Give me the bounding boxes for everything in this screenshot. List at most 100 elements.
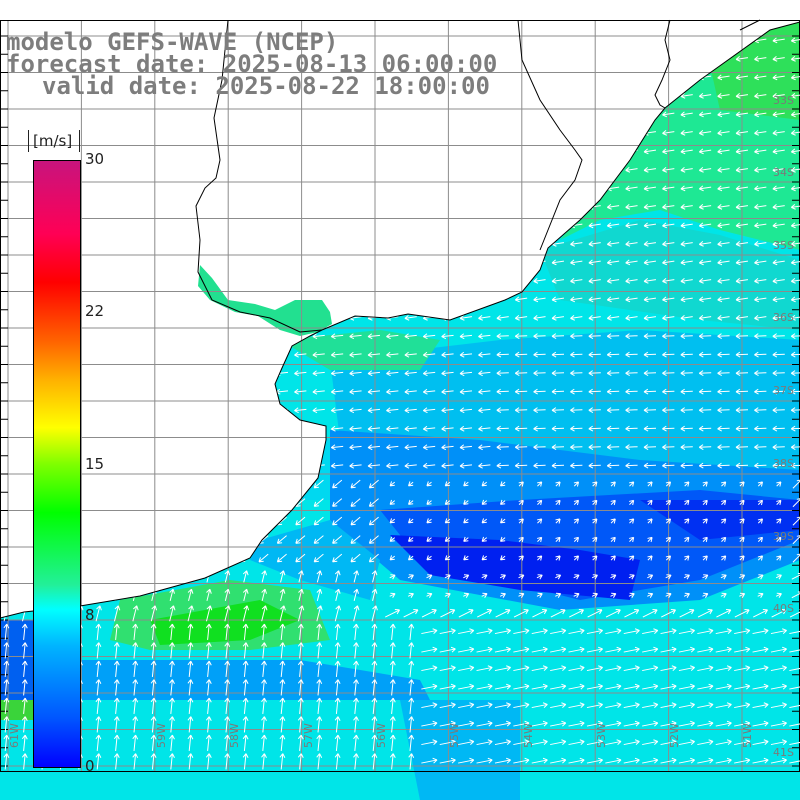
- wind-arrow: [790, 166, 800, 173]
- wind-arrow: [496, 444, 509, 451]
- wind-arrow: [110, 185, 123, 192]
- wind-arrow: [221, 516, 232, 526]
- wind-arrow: [238, 314, 252, 321]
- wind-arrow: [588, 333, 601, 340]
- wind-arrow: [150, 623, 157, 641]
- lon-label: 54W: [522, 723, 535, 748]
- wind-arrow: [481, 592, 488, 598]
- wind-arrow: [389, 574, 396, 580]
- wind-arrow: [680, 277, 693, 284]
- wind-arrow: [422, 388, 436, 395]
- wind-arrow: [404, 351, 417, 358]
- wind-arrow: [440, 608, 456, 618]
- lon-label: 53W: [595, 723, 608, 748]
- wind-arrow: [531, 720, 548, 727]
- wind-arrow: [353, 642, 359, 659]
- wind-arrow: [662, 425, 675, 432]
- wind-arrow: [242, 642, 249, 659]
- wind-arrow: [146, 407, 160, 414]
- wind-arrow: [735, 222, 749, 229]
- wind-arrow: [680, 370, 693, 377]
- wind-arrow: [496, 370, 509, 377]
- wind-arrow: [478, 240, 491, 247]
- wind-arrow: [478, 37, 491, 44]
- wind-arrow: [551, 425, 565, 432]
- wind-arrow: [111, 553, 122, 563]
- lat-label: 34S: [773, 166, 794, 179]
- wind-arrow: [165, 203, 178, 210]
- wind-arrow: [514, 222, 528, 229]
- wind-arrow: [183, 111, 197, 118]
- wind-arrow: [220, 425, 233, 432]
- wind-arrow: [610, 555, 616, 561]
- wind-arrow: [371, 642, 378, 659]
- wind-arrow: [297, 660, 304, 678]
- wind-arrow: [531, 646, 548, 653]
- wind-arrow: [514, 240, 528, 247]
- wind-arrow: [238, 444, 252, 451]
- wind-arrow: [568, 646, 585, 653]
- wind-arrow: [386, 203, 399, 210]
- wind-arrow: [349, 296, 362, 303]
- wind-arrow: [478, 388, 491, 395]
- wind-arrow: [678, 628, 695, 635]
- wind-arrow: [625, 277, 638, 284]
- wind-arrow: [257, 370, 270, 377]
- wind-arrow: [183, 333, 197, 340]
- wind-arrow: [551, 444, 565, 451]
- wind-arrow: [459, 185, 473, 192]
- wind-arrow: [514, 203, 528, 210]
- wind-arrow: [660, 683, 677, 690]
- wind-arrow: [444, 592, 451, 598]
- wind-arrow: [276, 535, 287, 544]
- wind-arrow: [586, 702, 603, 709]
- wind-arrow: [257, 111, 270, 118]
- wind-arrow: [459, 148, 473, 155]
- wind-arrow: [389, 623, 396, 641]
- wind-arrow: [441, 203, 454, 210]
- wind-arrow: [754, 185, 767, 192]
- wind-arrow: [496, 203, 509, 210]
- wind-arrow: [221, 498, 232, 507]
- wind-arrow: [537, 555, 543, 561]
- wind-arrow: [717, 333, 730, 340]
- wind-arrow: [752, 720, 769, 727]
- wind-arrow: [789, 608, 800, 618]
- wind-arrow: [165, 351, 178, 358]
- wind-arrow: [495, 608, 511, 618]
- wind-arrow: [316, 697, 323, 715]
- wind-arrow: [555, 555, 561, 561]
- wind-arrow: [662, 203, 675, 210]
- wind-arrow: [537, 518, 543, 524]
- wind-arrow: [570, 55, 583, 62]
- wind-arrow: [36, 111, 49, 118]
- wind-arrow: [721, 481, 727, 487]
- wind-arrow: [478, 296, 491, 303]
- wind-arrow: [478, 351, 491, 358]
- wind-arrow: [330, 259, 344, 266]
- wind-arrow: [588, 444, 601, 451]
- wind-arrow: [330, 314, 344, 321]
- wind-arrow: [330, 462, 344, 469]
- wind-arrow: [0, 425, 13, 432]
- wind-arrow: [754, 407, 767, 414]
- wind-arrow: [592, 481, 598, 487]
- wind-arrow: [463, 518, 469, 524]
- wind-arrow: [353, 570, 359, 583]
- wind-arrow: [518, 499, 524, 506]
- wind-arrow: [367, 37, 381, 44]
- wind-arrow: [389, 679, 396, 696]
- lat-label: 41S: [773, 746, 794, 759]
- wind-arrow: [242, 716, 249, 733]
- wind-arrow: [330, 240, 344, 247]
- wind-arrow: [588, 296, 601, 303]
- wind-arrow: [500, 536, 506, 542]
- wind-arrow: [551, 370, 565, 377]
- wind-arrow: [238, 351, 252, 358]
- wind-arrow: [261, 679, 267, 696]
- wind-arrow: [623, 739, 640, 746]
- wind-arrow: [721, 536, 727, 543]
- wind-arrow: [439, 683, 456, 690]
- wind-arrow: [514, 370, 528, 377]
